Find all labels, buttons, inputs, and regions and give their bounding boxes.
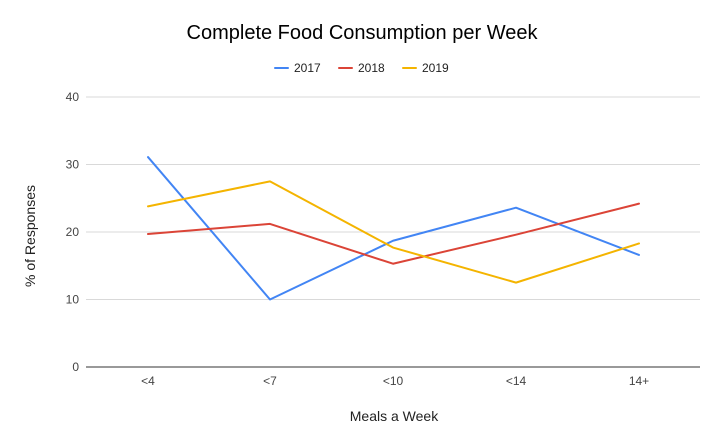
series-2018-line [147, 202, 640, 265]
legend-label-2018: 2018 [358, 61, 385, 75]
legend-label-2017: 2017 [294, 61, 321, 75]
y-tick-label: 40 [66, 90, 80, 104]
legend-label-2019: 2019 [422, 61, 449, 75]
y-tick-label: 10 [66, 293, 80, 307]
x-tick-label: <14 [506, 374, 527, 388]
series-2019-line [147, 180, 640, 284]
x-tick-label: <10 [383, 374, 404, 388]
y-tick-label: 0 [72, 360, 79, 374]
x-axis-title: Meals a Week [350, 408, 439, 424]
y-tick-label: 30 [66, 158, 80, 172]
series-layer [147, 156, 640, 301]
grid-layer: 0 10 20 30 40 <4 <7 <10 <14 14+ [66, 90, 700, 388]
legend: 2017 2018 2019 [274, 61, 449, 75]
x-tick-label: <7 [263, 374, 277, 388]
x-tick-label: 14+ [629, 374, 649, 388]
y-axis-title: % of Responses [22, 185, 38, 287]
y-tick-label: 20 [66, 225, 80, 239]
chart-title: Complete Food Consumption per Week [187, 22, 539, 44]
x-tick-label: <4 [141, 374, 155, 388]
